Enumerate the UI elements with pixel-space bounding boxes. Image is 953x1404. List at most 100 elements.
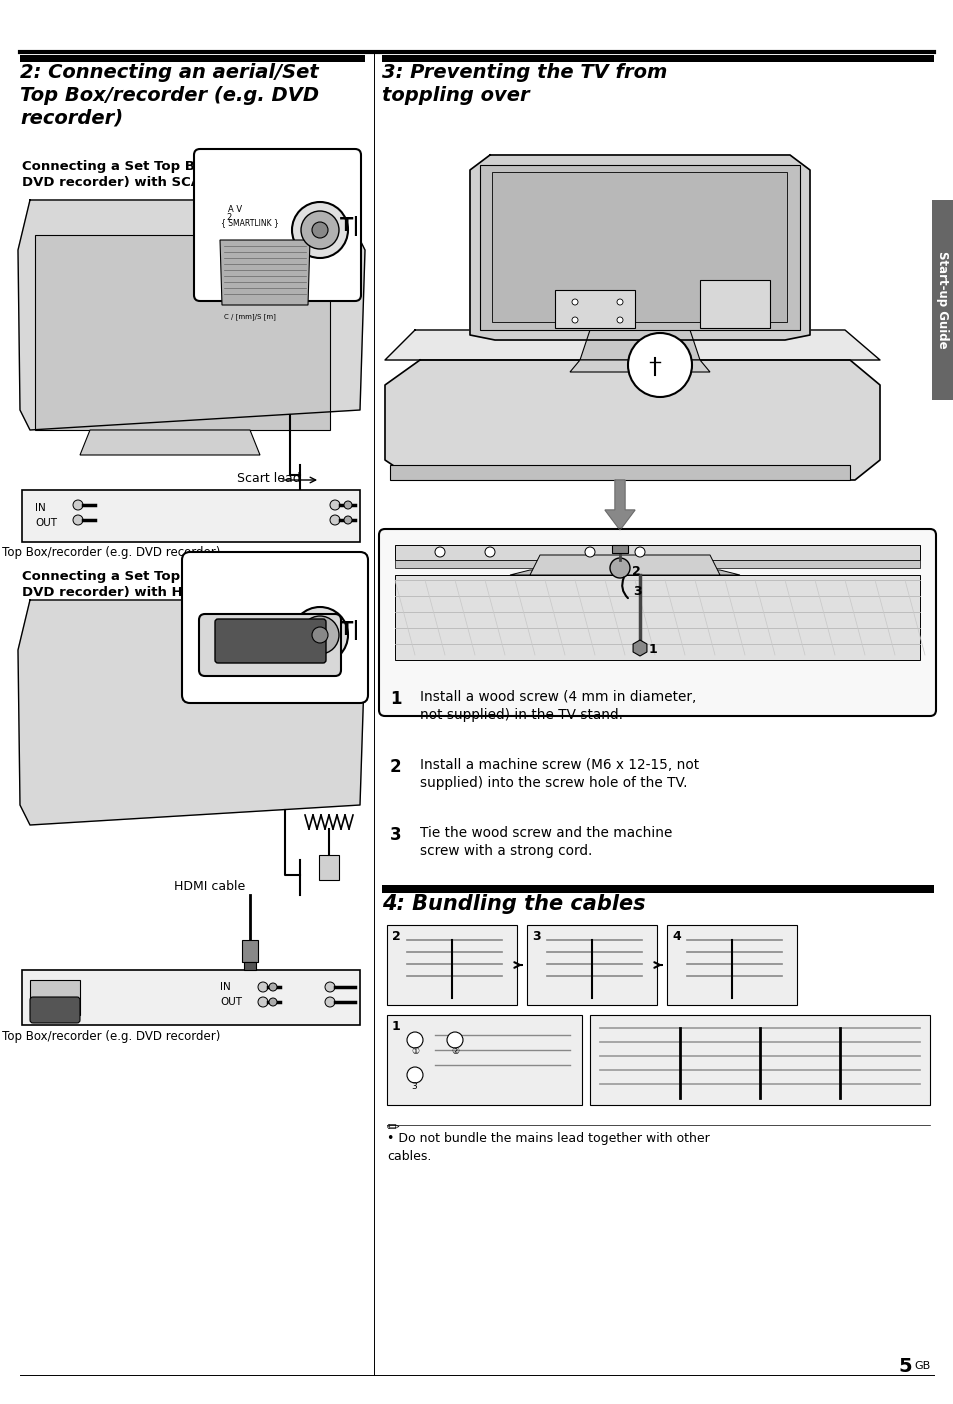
Text: Install a wood screw (4 mm in diameter,
not supplied) in the TV stand.: Install a wood screw (4 mm in diameter, … [419, 689, 696, 723]
Circle shape [344, 501, 352, 510]
Polygon shape [579, 330, 700, 359]
Circle shape [627, 333, 691, 397]
Text: 1: 1 [392, 1019, 400, 1033]
Circle shape [572, 317, 578, 323]
Bar [390, 465, 849, 480]
Bar [20, 55, 365, 62]
Bar [700, 279, 769, 329]
Text: • Do not bundle the mains lead together with other
cables.: • Do not bundle the mains lead together … [387, 1132, 709, 1163]
Circle shape [617, 317, 622, 323]
Text: 3: 3 [633, 585, 641, 598]
Circle shape [635, 548, 644, 557]
Polygon shape [385, 359, 879, 480]
Text: ✏: ✏ [387, 1120, 399, 1134]
Circle shape [301, 211, 338, 249]
Text: Connecting a Set Top Box/recorder (e.g.
DVD recorder) with HDMI: Connecting a Set Top Box/recorder (e.g. … [22, 570, 321, 600]
Bar [318, 855, 338, 880]
Bar [387, 1015, 581, 1105]
Polygon shape [569, 359, 709, 372]
Text: A V: A V [228, 205, 242, 213]
Text: IN: IN [220, 981, 231, 993]
Circle shape [325, 981, 335, 993]
Polygon shape [604, 480, 635, 529]
Bar [244, 962, 255, 970]
FancyBboxPatch shape [30, 997, 80, 1024]
Text: Set Top Box/recorder (e.g. DVD recorder): Set Top Box/recorder (e.g. DVD recorder) [0, 1031, 220, 1043]
Circle shape [301, 616, 338, 654]
Text: 5: 5 [897, 1358, 911, 1376]
Polygon shape [80, 430, 260, 455]
Text: 3: 3 [390, 826, 401, 844]
Polygon shape [220, 240, 310, 305]
Bar [492, 173, 786, 322]
Circle shape [407, 1032, 422, 1047]
Text: 3: Preventing the TV from
toppling over: 3: Preventing the TV from toppling over [381, 63, 667, 105]
Circle shape [344, 517, 352, 524]
Circle shape [584, 548, 595, 557]
Circle shape [609, 557, 629, 578]
Text: OUT: OUT [35, 518, 57, 528]
Bar [395, 545, 919, 560]
FancyBboxPatch shape [214, 619, 326, 663]
Polygon shape [385, 330, 879, 359]
Text: 2: Connecting an aerial/Set
Top Box/recorder (e.g. DVD
recorder): 2: Connecting an aerial/Set Top Box/reco… [20, 63, 319, 128]
Circle shape [617, 299, 622, 305]
Text: Connecting a Set Top Box/recorder (e.g.
DVD recorder) with SCART: Connecting a Set Top Box/recorder (e.g. … [22, 160, 321, 190]
Bar [381, 55, 933, 62]
Circle shape [73, 500, 83, 510]
Text: 4: 4 [671, 929, 680, 943]
Bar [612, 545, 627, 553]
Circle shape [312, 628, 328, 643]
Circle shape [73, 515, 83, 525]
Bar [242, 941, 257, 962]
Text: { SMARTLINK }: { SMARTLINK } [221, 218, 278, 227]
Bar [30, 980, 80, 1015]
Circle shape [330, 515, 339, 525]
Bar [387, 925, 517, 1005]
Circle shape [447, 1032, 462, 1047]
Text: 2: 2 [390, 758, 401, 776]
Bar [666, 925, 796, 1005]
Bar [22, 970, 359, 1025]
Polygon shape [470, 154, 809, 340]
Circle shape [292, 202, 348, 258]
Bar [22, 490, 359, 542]
Text: Set Top Box/recorder (e.g. DVD recorder): Set Top Box/recorder (e.g. DVD recorder) [0, 546, 220, 559]
Text: 2: 2 [631, 564, 640, 578]
Bar [381, 885, 933, 893]
Text: ①: ① [411, 1047, 418, 1056]
FancyBboxPatch shape [182, 552, 368, 703]
Bar [526, 925, 657, 1005]
Bar [395, 560, 919, 569]
Circle shape [484, 548, 495, 557]
Circle shape [269, 998, 276, 1007]
Text: Install a machine screw (M6 x 12-15, not
supplied) into the screw hole of the TV: Install a machine screw (M6 x 12-15, not… [419, 758, 699, 790]
Bar [35, 234, 330, 430]
Circle shape [257, 981, 268, 993]
Circle shape [312, 222, 328, 239]
Circle shape [407, 1067, 422, 1082]
Text: Start-up Guide: Start-up Guide [936, 251, 948, 348]
Text: 1: 1 [648, 643, 657, 656]
Text: T|: T| [339, 216, 360, 236]
Polygon shape [530, 555, 720, 576]
Circle shape [257, 997, 268, 1007]
Text: T|: T| [339, 621, 360, 640]
Circle shape [269, 983, 276, 991]
Bar [931, 199, 953, 400]
Text: 1: 1 [390, 689, 401, 708]
Polygon shape [18, 199, 365, 430]
Circle shape [325, 997, 335, 1007]
Text: GB: GB [913, 1360, 929, 1370]
FancyBboxPatch shape [199, 614, 340, 675]
Text: ②: ② [451, 1047, 458, 1056]
Polygon shape [510, 570, 740, 576]
Text: 3: 3 [411, 1082, 416, 1091]
Text: 2: 2 [392, 929, 400, 943]
Text: OUT: OUT [220, 997, 242, 1007]
Text: 3: 3 [532, 929, 540, 943]
FancyBboxPatch shape [193, 149, 360, 300]
Text: 4: Bundling the cables: 4: Bundling the cables [381, 894, 645, 914]
Text: C / [mm]/S [m]: C / [mm]/S [m] [224, 313, 275, 320]
Circle shape [330, 500, 339, 510]
